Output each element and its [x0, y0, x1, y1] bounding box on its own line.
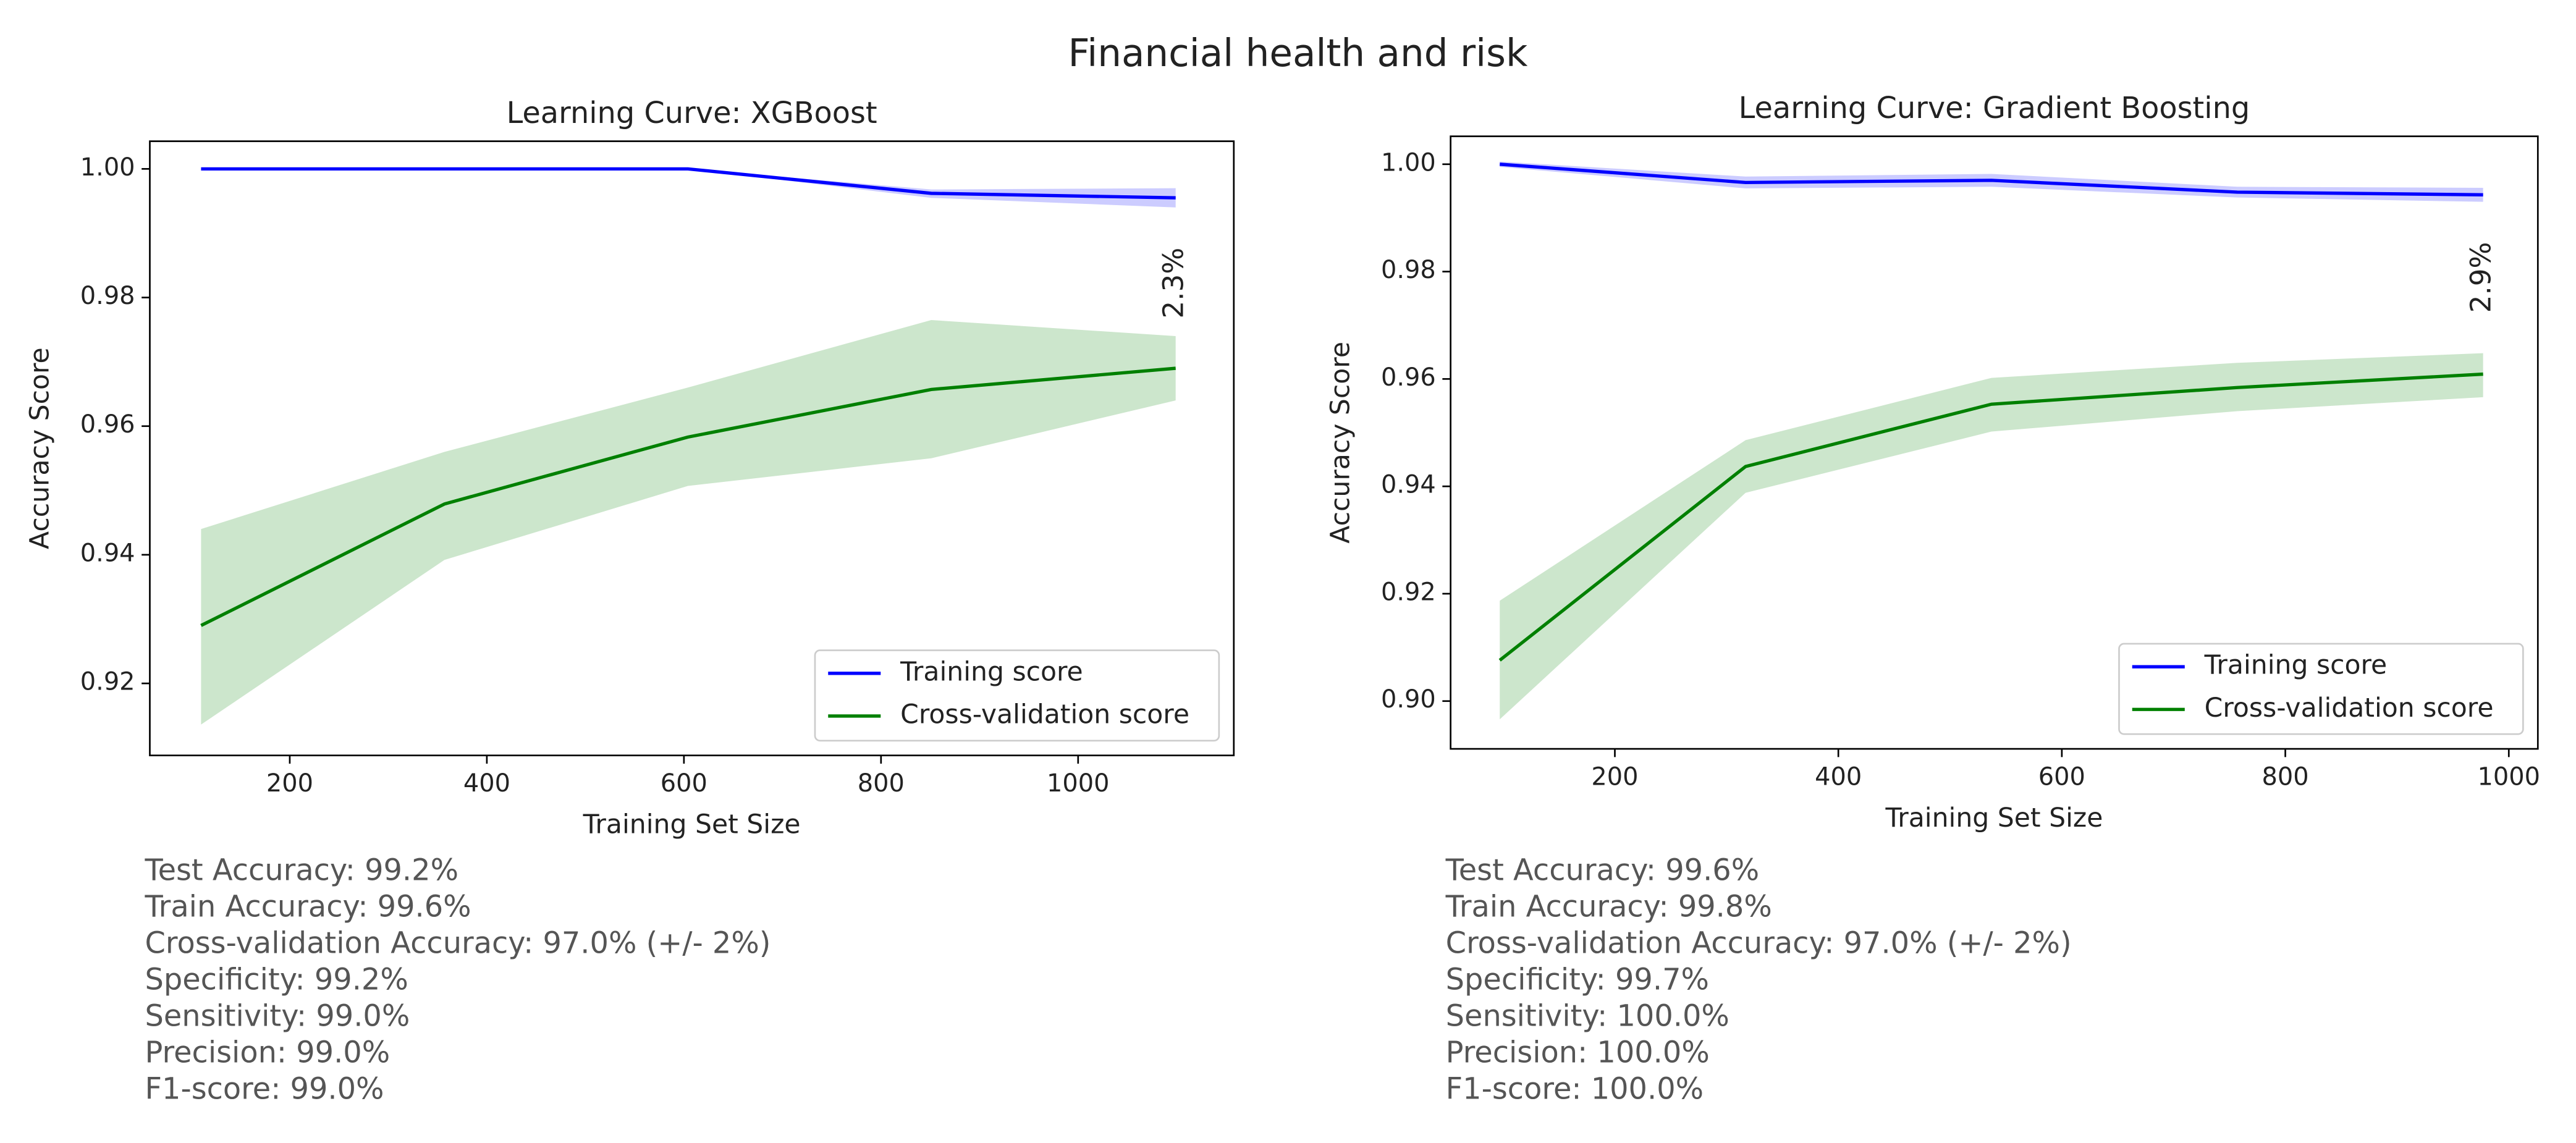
legend-label: Cross-validation score	[2205, 693, 2494, 723]
confidence-band	[201, 319, 1176, 725]
x-axis-label: Training Set Size	[1885, 803, 2103, 833]
y-tick-label: 0.92	[80, 668, 135, 696]
y-axis-label: Accuracy Score	[1326, 342, 1356, 544]
metric-line: Cross-validation Accuracy: 97.0% (+/- 2%…	[1446, 926, 2072, 960]
annotation: 2.9%	[2465, 242, 2498, 313]
series-line	[1498, 372, 2483, 662]
axes-frame	[1450, 135, 2539, 750]
metric-line: Test Accuracy: 99.6%	[1445, 853, 1760, 887]
metric-line: Train Accuracy: 99.8%	[1445, 890, 1772, 924]
metric-line: Test Accuracy: 99.2%	[144, 853, 458, 887]
y-tick-label: 0.94	[80, 539, 135, 567]
confidence-band	[1500, 353, 2483, 720]
subplot: Learning Curve: Gradient Boosting Trainin…	[1326, 91, 2540, 1106]
subplot: Learning Curve: XGBoost Training Set Size…	[25, 96, 1235, 1106]
y-tick-label: 0.96	[80, 410, 135, 439]
legend-label: Cross-validation score	[900, 699, 1189, 730]
axes-frame	[149, 140, 1235, 757]
y-tick-label: 1.00	[1381, 148, 1436, 177]
y-tick-label: 1.00	[80, 153, 135, 182]
x-tick-label: 200	[266, 769, 313, 798]
metric-line: F1-score: 100.0%	[1446, 1072, 1704, 1106]
metric-line: Train Accuracy: 99.6%	[144, 890, 471, 924]
legend-label: Training score	[900, 657, 1083, 687]
metric-line: Specificity: 99.2%	[145, 963, 408, 997]
metric-line: Specificity: 99.7%	[1446, 963, 1709, 997]
x-tick-label: 400	[1815, 762, 1862, 791]
y-tick-label: 0.90	[1381, 685, 1436, 714]
metric-line: Sensitivity: 100.0%	[1446, 999, 1729, 1033]
y-tick-label: 0.98	[1381, 256, 1436, 284]
metric-line: Cross-validation Accuracy: 97.0% (+/- 2%…	[145, 926, 771, 960]
metric-line: Precision: 99.0%	[145, 1035, 391, 1069]
metric-line: Precision: 100.0%	[1446, 1035, 1710, 1069]
y-axis-label: Accuracy Score	[25, 347, 56, 549]
y-tick-label: 0.98	[80, 282, 135, 310]
x-tick-label: 400	[463, 769, 510, 798]
series-line	[201, 167, 1176, 200]
y-tick-label: 0.92	[1381, 578, 1436, 606]
x-tick-label: 600	[661, 769, 707, 798]
legend-box	[814, 649, 1220, 742]
figure-title: Financial health and risk	[1068, 32, 1528, 75]
legend-box	[2118, 643, 2524, 735]
y-tick-label: 0.94	[1381, 471, 1436, 499]
series-line	[1500, 162, 2483, 196]
metric-line: Sensitivity: 99.0%	[145, 999, 410, 1033]
y-tick-label: 0.96	[1381, 363, 1436, 392]
subplot-title: Learning Curve: XGBoost	[507, 96, 877, 130]
subplot-title: Learning Curve: Gradient Boosting	[1739, 91, 2250, 125]
metric-line: F1-score: 99.0%	[145, 1072, 384, 1106]
x-tick-label: 1000	[2478, 762, 2540, 791]
x-tick-label: 800	[2262, 762, 2309, 791]
x-tick-label: 600	[2038, 762, 2085, 791]
x-tick-label: 1000	[1047, 769, 1109, 798]
x-tick-label: 800	[858, 769, 905, 798]
x-axis-label: Training Set Size	[583, 809, 801, 840]
confidence-band	[201, 169, 1176, 208]
legend-label: Training score	[2204, 651, 2388, 681]
x-tick-label: 200	[1591, 762, 1638, 791]
series-line	[200, 366, 1176, 627]
annotation: 2.3%	[1157, 248, 1190, 319]
